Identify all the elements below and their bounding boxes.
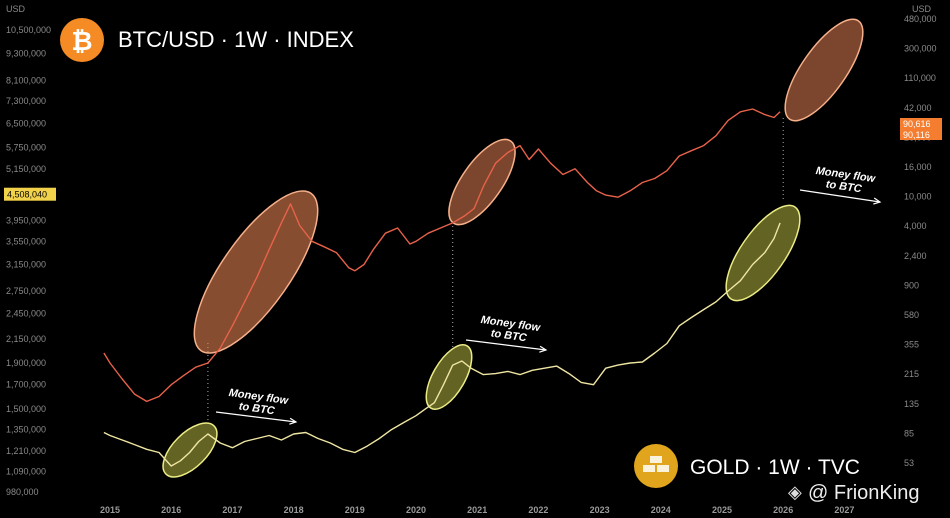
right-axis-tick: 4,000: [904, 221, 927, 231]
series-line-btcusd: [103, 108, 781, 403]
right-price-axis: USD480,000300,000110,00042,00026,00016,0…: [900, 4, 942, 468]
arrow-icon: [799, 189, 881, 203]
left-axis-tick: 1,500,000: [6, 404, 46, 414]
left-axis-tick: 9,300,000: [6, 49, 46, 59]
bitcoin-icon: [60, 18, 104, 62]
binance-logo-icon: ◈: [788, 482, 802, 503]
gold-rally-ellipse: [425, 344, 473, 410]
left-axis-tick: 2,750,000: [6, 286, 46, 296]
price-badge-label: 90,116: [903, 130, 930, 140]
year-tick: 2015: [100, 505, 120, 515]
gold-bar-shape: [657, 465, 669, 472]
year-tick: 2021: [467, 505, 487, 515]
left-axis-tick: 1,900,000: [6, 358, 46, 368]
year-tick: 2018: [284, 505, 304, 515]
left-axis-tick: 3,150,000: [6, 260, 46, 270]
right-axis-tick: 42,000: [904, 103, 932, 113]
left-price-axis: USD 10,500,000 9,300,000 8,100,000 7,300,000…: [4, 4, 56, 497]
year-tick: 2016: [161, 505, 181, 515]
right-axis-tick: 355: [904, 340, 919, 350]
btc-title: ₿ BTC/USD · 1W · INDEX: [60, 18, 354, 62]
money-flow-annotation: Money flowto BTC: [478, 314, 542, 346]
btc-rally-ellipse: [784, 18, 864, 122]
gold-rally-ellipse: [725, 204, 801, 302]
right-axis-tick: 85: [904, 428, 914, 438]
right-axis-unit: USD: [912, 4, 932, 14]
left-axis-tick: 7,300,000: [6, 96, 46, 106]
left-axis-tick: 8,100,000: [6, 76, 46, 86]
right-axis-tick: 10,000: [904, 192, 932, 202]
left-axis-tick: 2,450,000: [6, 309, 46, 319]
right-axis-tick: 300,000: [904, 44, 937, 54]
arrow-icon: [215, 411, 297, 423]
series-line-gold: [103, 222, 781, 467]
price-badge: [900, 129, 942, 140]
btc-rally-ellipse: [448, 138, 516, 226]
left-axis-tick: 1,700,000: [6, 380, 46, 390]
gold-bar-shape: [643, 465, 655, 472]
left-axis-tick: 10,500,000: [6, 25, 51, 35]
time-axis: 2015 2016 2017 2018 2019 2020 2021 2022 2023 2024…: [100, 505, 854, 515]
arrow-head-icon: [289, 417, 298, 425]
arrow-icon: [465, 339, 547, 351]
current-price-label: 4,508,040: [7, 190, 47, 200]
right-axis-tick: 900: [904, 280, 919, 290]
year-tick: 2017: [222, 505, 242, 515]
gold-bar-shape: [650, 456, 662, 463]
highlight-ellipses: [162, 18, 864, 478]
year-tick: 2026: [773, 505, 793, 515]
right-axis-tick: 53: [904, 458, 914, 468]
btc-rally-ellipse: [193, 190, 319, 354]
arrow-head-icon: [873, 197, 882, 205]
right-axis-tick: 110,000: [904, 73, 936, 83]
right-axis-tick: 16,000: [904, 162, 932, 172]
left-axis-tick: 1,090,000: [6, 466, 46, 476]
left-axis-tick: 1,350,000: [6, 425, 46, 435]
series-lines: [103, 108, 781, 467]
bitcoin-symbol: ₿: [71, 26, 92, 56]
right-axis-tick: 135: [904, 399, 919, 409]
watermark: ◈ @ FrionKing: [788, 482, 919, 504]
gold-title-text: GOLD · 1W · TVC: [690, 456, 860, 479]
year-tick: 2027: [834, 505, 854, 515]
year-tick: 2025: [712, 505, 732, 515]
price-badge-label: 90,616: [903, 119, 931, 129]
current-price-badge: [4, 187, 56, 201]
year-tick: 2020: [406, 505, 426, 515]
gold-rally-ellipse: [162, 422, 218, 478]
right-axis-tick: 215: [904, 369, 919, 379]
gold-bars-icon: [634, 444, 678, 488]
year-tick: 2023: [590, 505, 610, 515]
price-badge: [900, 118, 942, 129]
right-axis-tick: 2,400: [904, 251, 927, 261]
right-axis-tick: 480,000: [904, 14, 937, 24]
year-tick: 2019: [345, 505, 365, 515]
left-axis-tick: 1,210,000: [6, 446, 46, 456]
left-axis-tick: 5,150,000: [6, 164, 46, 174]
year-tick: 2024: [651, 505, 671, 515]
gold-title: GOLD · 1W · TVC: [634, 444, 860, 488]
guide-lines: [207, 118, 784, 425]
left-axis-unit: USD: [6, 4, 26, 14]
left-axis-tick: 5,750,000: [6, 142, 46, 152]
watermark-text: @ FrionKing: [808, 482, 919, 504]
money-flow-annotation: Money flowto BTC: [813, 165, 877, 197]
right-axis-tick: 580: [904, 310, 919, 320]
left-axis-tick: 2,150,000: [6, 334, 46, 344]
arrow-head-icon: [539, 345, 548, 353]
left-axis-tick: 3,550,000: [6, 236, 46, 246]
btc-title-text: BTC/USD · 1W · INDEX: [118, 27, 354, 52]
left-axis-tick: 980,000: [6, 487, 39, 497]
left-axis-tick: 6,500,000: [6, 118, 46, 128]
left-axis-tick: 3,950,000: [6, 215, 46, 225]
year-tick: 2022: [528, 505, 548, 515]
